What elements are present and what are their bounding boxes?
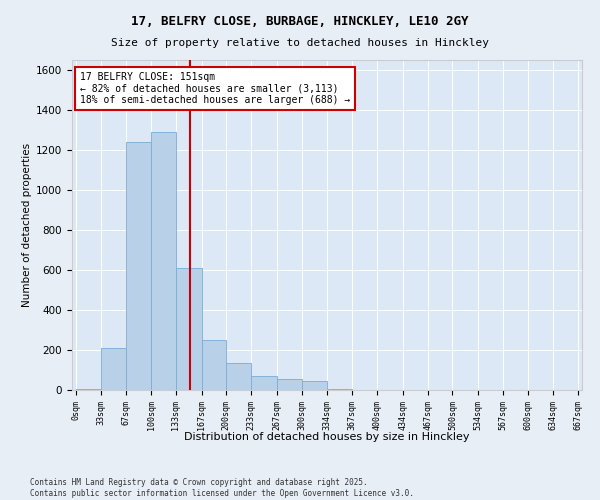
Bar: [126, 142, 151, 390]
Text: 17, BELFRY CLOSE, BURBAGE, HINCKLEY, LE10 2GY: 17, BELFRY CLOSE, BURBAGE, HINCKLEY, LE1…: [131, 15, 469, 28]
Bar: [151, 132, 176, 390]
Bar: [76, 389, 101, 390]
Bar: [101, 348, 126, 390]
Bar: [302, 381, 328, 390]
Text: 17 BELFRY CLOSE: 151sqm
← 82% of detached houses are smaller (3,113)
18% of semi: 17 BELFRY CLOSE: 151sqm ← 82% of detache…: [80, 72, 350, 105]
Bar: [176, 268, 202, 390]
Bar: [328, 389, 352, 390]
Text: Size of property relative to detached houses in Hinckley: Size of property relative to detached ho…: [111, 38, 489, 48]
Bar: [251, 376, 277, 390]
X-axis label: Distribution of detached houses by size in Hinckley: Distribution of detached houses by size …: [184, 432, 470, 442]
Bar: [226, 363, 251, 390]
Bar: [202, 340, 226, 390]
Bar: [277, 379, 302, 390]
Text: Contains HM Land Registry data © Crown copyright and database right 2025.
Contai: Contains HM Land Registry data © Crown c…: [30, 478, 414, 498]
Y-axis label: Number of detached properties: Number of detached properties: [22, 143, 32, 307]
